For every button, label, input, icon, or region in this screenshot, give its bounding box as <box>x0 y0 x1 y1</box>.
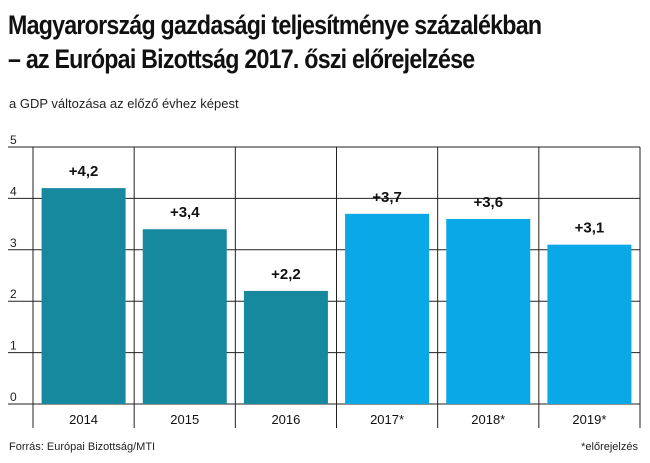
x-category-label: 2017* <box>370 412 404 427</box>
bar-value-label: +3,1 <box>575 220 605 237</box>
bar <box>547 244 632 404</box>
bar-value-label: +3,6 <box>473 194 503 211</box>
bar <box>142 229 227 404</box>
x-category-label: 2014 <box>69 412 98 427</box>
chart-subtitle: a GDP változása az előző évhez képest <box>9 96 239 111</box>
y-tick-label: 5 <box>10 133 17 147</box>
forecast-footnote: *előrejelzés <box>581 441 638 453</box>
bar <box>446 218 531 404</box>
x-category-label: 2016 <box>271 412 300 427</box>
bar <box>243 290 328 404</box>
y-tick-label: 1 <box>10 339 17 353</box>
y-tick-label: 3 <box>10 236 17 250</box>
chart-title: Magyarország gazdasági teljesítménye szá… <box>8 8 555 76</box>
bar-value-label: +3,7 <box>372 189 402 206</box>
chart-title-line-1: Magyarország gazdasági teljesítménye szá… <box>8 10 542 40</box>
x-category-label: 2019* <box>572 412 606 427</box>
chart-title-line-2: – az Európai Bizottság 2017. őszi előrej… <box>8 44 475 74</box>
bar-value-label: +2,2 <box>271 266 301 283</box>
bar <box>41 188 126 404</box>
source-note: Forrás: Európai Bizottság/MTI <box>9 441 156 453</box>
bar-value-label: +3,4 <box>170 204 200 221</box>
bar <box>345 213 430 404</box>
y-tick-label: 4 <box>10 184 17 198</box>
bar-value-label: +4,2 <box>69 163 99 180</box>
x-category-label: 2018* <box>471 412 505 427</box>
x-category-label: 2015 <box>170 412 199 427</box>
y-tick-label: 0 <box>10 390 17 404</box>
y-tick-label: 2 <box>10 287 17 301</box>
